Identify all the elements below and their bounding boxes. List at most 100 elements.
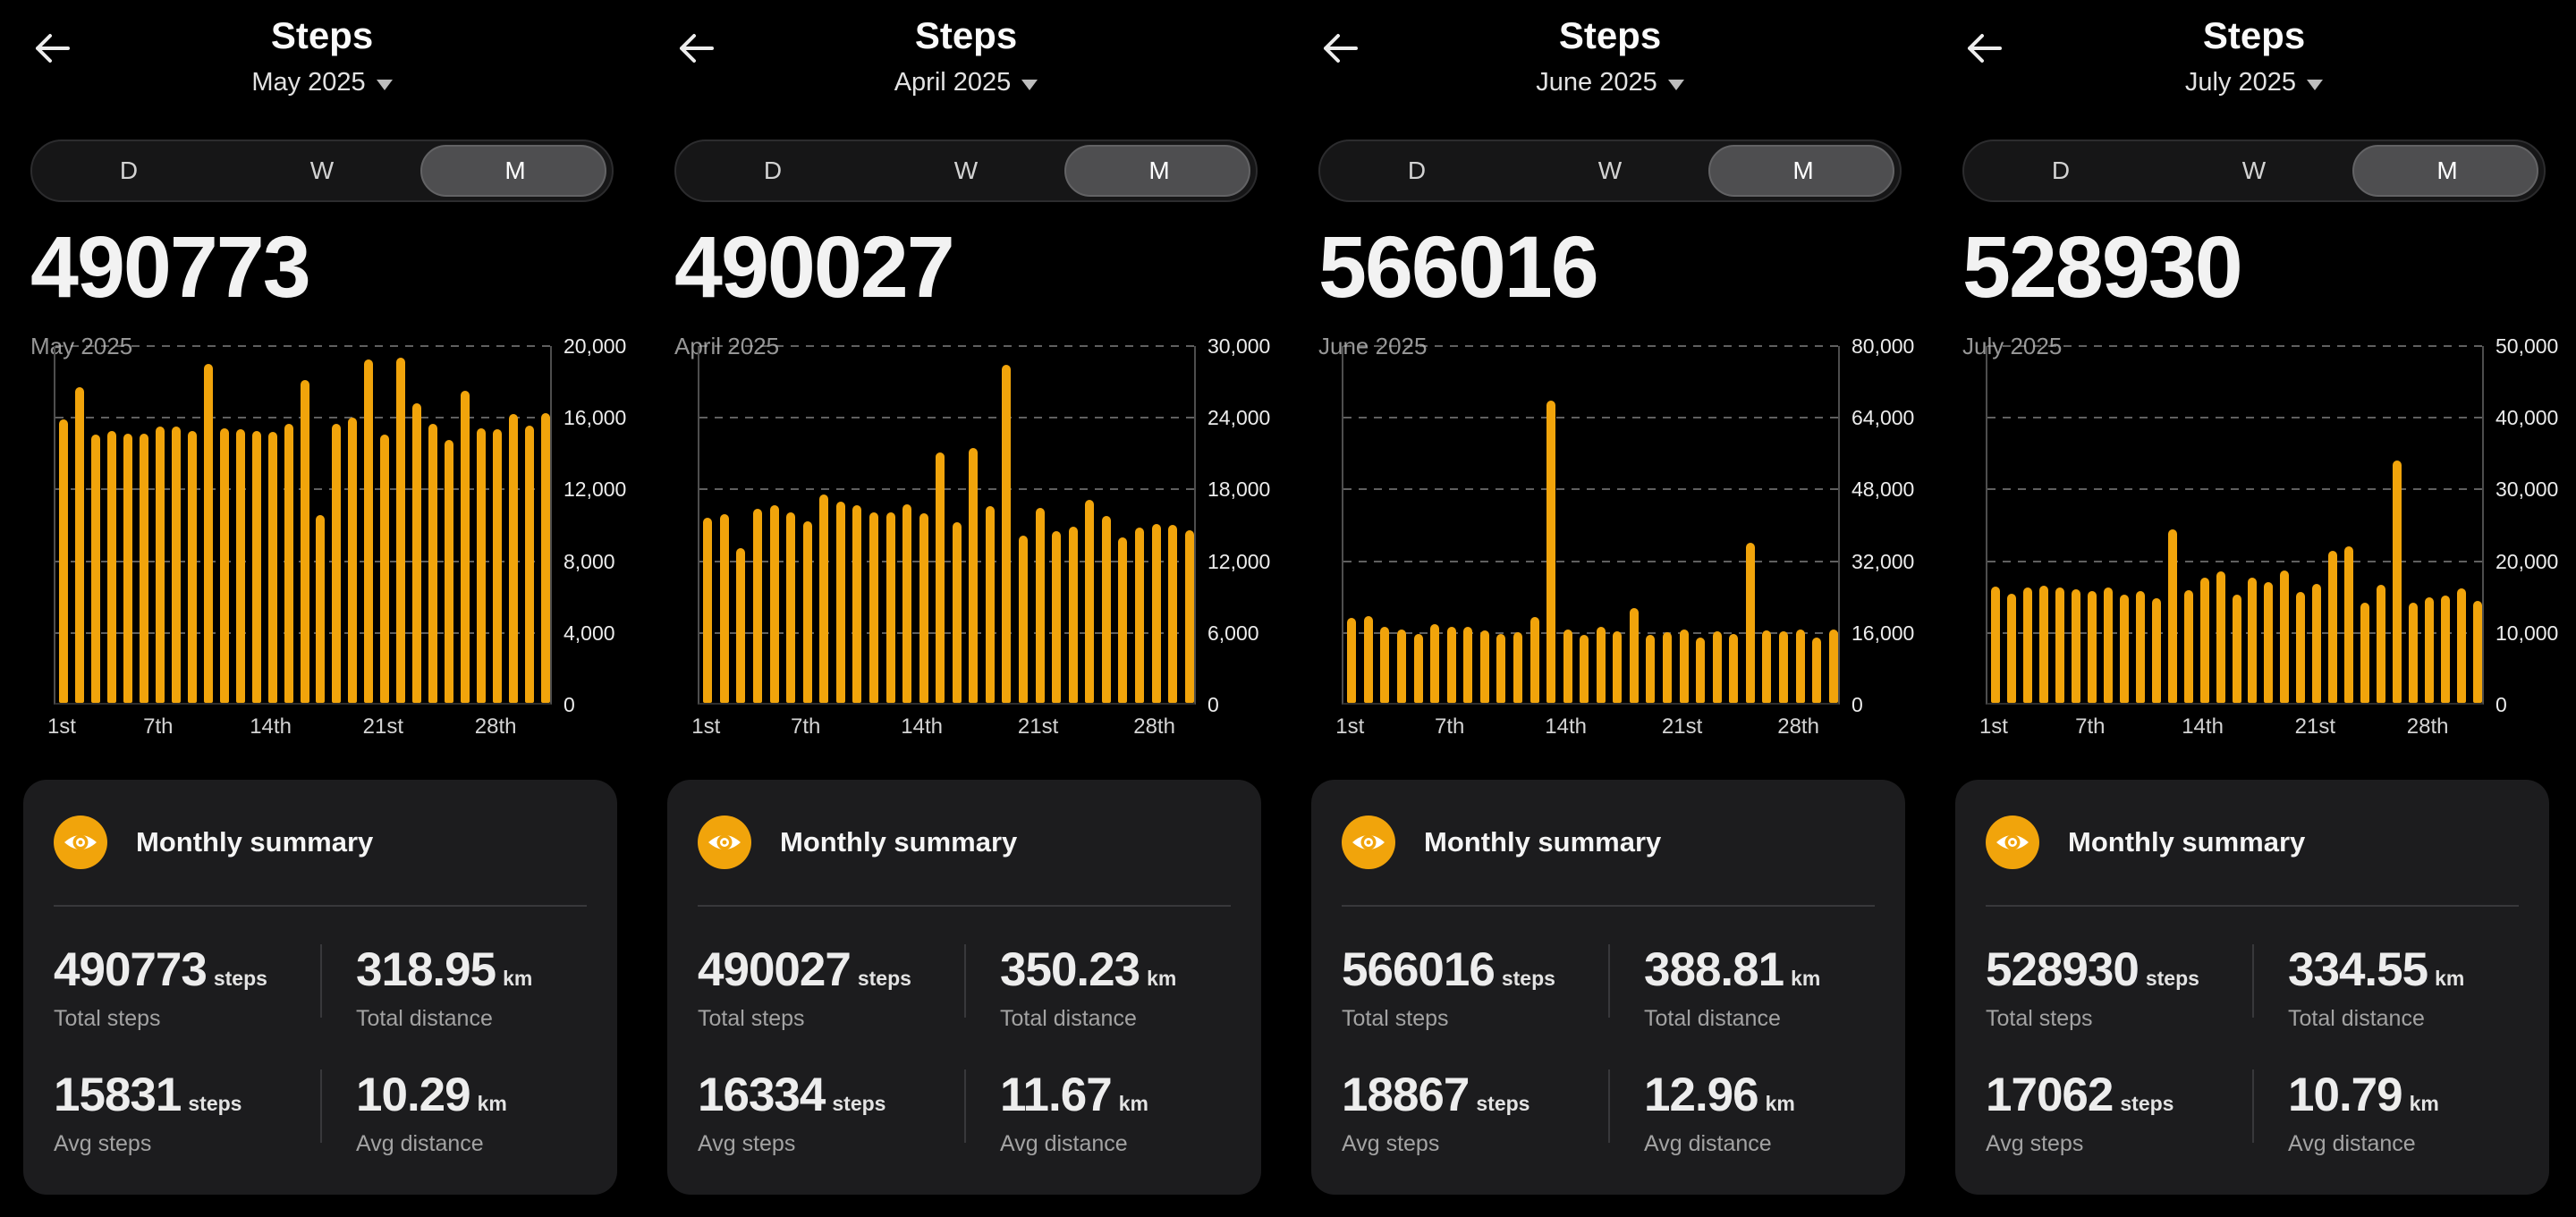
- bar-day-1[interactable]: [703, 518, 713, 703]
- bar-day-22[interactable]: [1052, 530, 1062, 703]
- bar-day-4[interactable]: [1396, 630, 1406, 703]
- bar-day-25[interactable]: [2377, 584, 2386, 703]
- back-button[interactable]: [1318, 27, 1361, 70]
- bar-day-4[interactable]: [752, 508, 762, 703]
- bar-day-15[interactable]: [2216, 570, 2225, 703]
- bar-day-11[interactable]: [869, 511, 878, 703]
- tab-daily[interactable]: D: [1407, 156, 1427, 184]
- bar-day-1[interactable]: [1990, 587, 2000, 703]
- bar-day-9[interactable]: [187, 431, 197, 703]
- bar-day-21[interactable]: [2312, 583, 2322, 703]
- bar-day-20[interactable]: [1019, 536, 1029, 703]
- bar-day-9[interactable]: [835, 502, 845, 703]
- bar-day-29[interactable]: [1168, 524, 1178, 703]
- bar-day-5[interactable]: [123, 433, 132, 703]
- bar-day-29[interactable]: [2441, 596, 2451, 703]
- tab-monthly[interactable]: M: [1148, 156, 1170, 184]
- bar-day-6[interactable]: [1430, 623, 1440, 703]
- bar-day-31[interactable]: [541, 412, 551, 703]
- bar-day-11[interactable]: [2151, 597, 2161, 703]
- bar-day-21[interactable]: [1035, 507, 1045, 703]
- bar-day-25[interactable]: [1745, 542, 1755, 703]
- bar-day-2[interactable]: [2006, 593, 2016, 703]
- bar-day-16[interactable]: [300, 380, 309, 703]
- bar-day-22[interactable]: [1696, 638, 1706, 703]
- bar-day-20[interactable]: [364, 359, 374, 703]
- back-button[interactable]: [1962, 27, 2005, 70]
- bar-day-16[interactable]: [2232, 594, 2241, 703]
- bar-day-24[interactable]: [2360, 603, 2370, 703]
- bar-day-10[interactable]: [1496, 634, 1506, 703]
- bar-day-4[interactable]: [2038, 586, 2048, 703]
- bar-day-18[interactable]: [332, 423, 342, 703]
- bar-day-3[interactable]: [1380, 627, 1390, 703]
- bar-day-19[interactable]: [1646, 634, 1656, 703]
- bar-day-22[interactable]: [2328, 550, 2338, 703]
- bar-day-28[interactable]: [493, 428, 503, 703]
- bar-day-8[interactable]: [819, 494, 829, 703]
- bar-day-20[interactable]: [2296, 592, 2306, 703]
- bar-day-26[interactable]: [1762, 630, 1772, 703]
- bar-day-23[interactable]: [412, 402, 422, 703]
- bar-day-19[interactable]: [348, 418, 358, 703]
- bar-day-5[interactable]: [769, 505, 779, 703]
- bar-day-16[interactable]: [1596, 627, 1606, 703]
- bar-day-9[interactable]: [1479, 630, 1489, 703]
- bar-day-22[interactable]: [396, 358, 406, 703]
- bar-day-6[interactable]: [786, 512, 796, 703]
- bar-day-7[interactable]: [802, 521, 812, 703]
- bar-day-11[interactable]: [219, 428, 229, 703]
- tab-weekly[interactable]: W: [309, 156, 335, 184]
- bar-day-2[interactable]: [719, 514, 729, 703]
- bar-day-24[interactable]: [1729, 633, 1739, 703]
- month-selector[interactable]: July 2025: [1932, 68, 2576, 97]
- bar-day-28[interactable]: [1795, 629, 1805, 703]
- bar-day-15[interactable]: [1580, 635, 1589, 703]
- bar-day-6[interactable]: [2071, 589, 2080, 703]
- bar-day-1[interactable]: [1347, 618, 1357, 703]
- tab-monthly[interactable]: M: [1792, 156, 1814, 184]
- bar-day-30[interactable]: [2457, 588, 2467, 703]
- bar-day-14[interactable]: [1563, 629, 1572, 703]
- month-selector[interactable]: June 2025: [1288, 68, 1932, 97]
- bar-day-25[interactable]: [445, 440, 454, 703]
- tab-daily[interactable]: D: [119, 156, 139, 184]
- bar-day-20[interactable]: [1663, 632, 1673, 703]
- bar-day-13[interactable]: [251, 431, 261, 703]
- bar-day-8[interactable]: [171, 426, 181, 703]
- bar-day-11[interactable]: [1513, 632, 1522, 703]
- bar-day-13[interactable]: [1546, 400, 1556, 703]
- bar-day-13[interactable]: [2183, 590, 2193, 703]
- month-selector[interactable]: May 2025: [0, 68, 644, 97]
- bar-day-18[interactable]: [1629, 607, 1639, 703]
- bar-day-29[interactable]: [509, 413, 519, 703]
- bar-day-30[interactable]: [525, 425, 535, 703]
- bar-day-8[interactable]: [1463, 627, 1473, 703]
- bar-day-17[interactable]: [969, 447, 979, 703]
- bar-day-28[interactable]: [1151, 524, 1161, 703]
- back-button[interactable]: [674, 27, 717, 70]
- bar-day-17[interactable]: [1613, 631, 1623, 703]
- bar-day-26[interactable]: [461, 390, 470, 703]
- bar-day-24[interactable]: [428, 424, 438, 703]
- bar-day-5[interactable]: [2055, 587, 2064, 703]
- tab-monthly[interactable]: M: [504, 156, 526, 184]
- bar-day-18[interactable]: [2264, 582, 2274, 703]
- bar-day-17[interactable]: [316, 515, 326, 703]
- bar-day-10[interactable]: [203, 363, 213, 703]
- bar-day-23[interactable]: [1712, 631, 1722, 703]
- bar-day-14[interactable]: [2199, 578, 2209, 703]
- bar-day-13[interactable]: [902, 503, 912, 703]
- bar-day-24[interactable]: [1085, 499, 1095, 703]
- bar-day-3[interactable]: [90, 434, 100, 703]
- bar-day-15[interactable]: [936, 452, 945, 703]
- bar-day-12[interactable]: [2167, 529, 2177, 703]
- bar-day-28[interactable]: [2425, 597, 2435, 703]
- bar-day-26[interactable]: [2393, 461, 2402, 703]
- tab-weekly[interactable]: W: [1597, 156, 1623, 184]
- bar-day-14[interactable]: [919, 513, 928, 703]
- bar-day-30[interactable]: [1828, 630, 1838, 703]
- bar-day-18[interactable]: [985, 506, 995, 703]
- bar-day-2[interactable]: [1363, 616, 1373, 703]
- bar-day-27[interactable]: [477, 428, 487, 703]
